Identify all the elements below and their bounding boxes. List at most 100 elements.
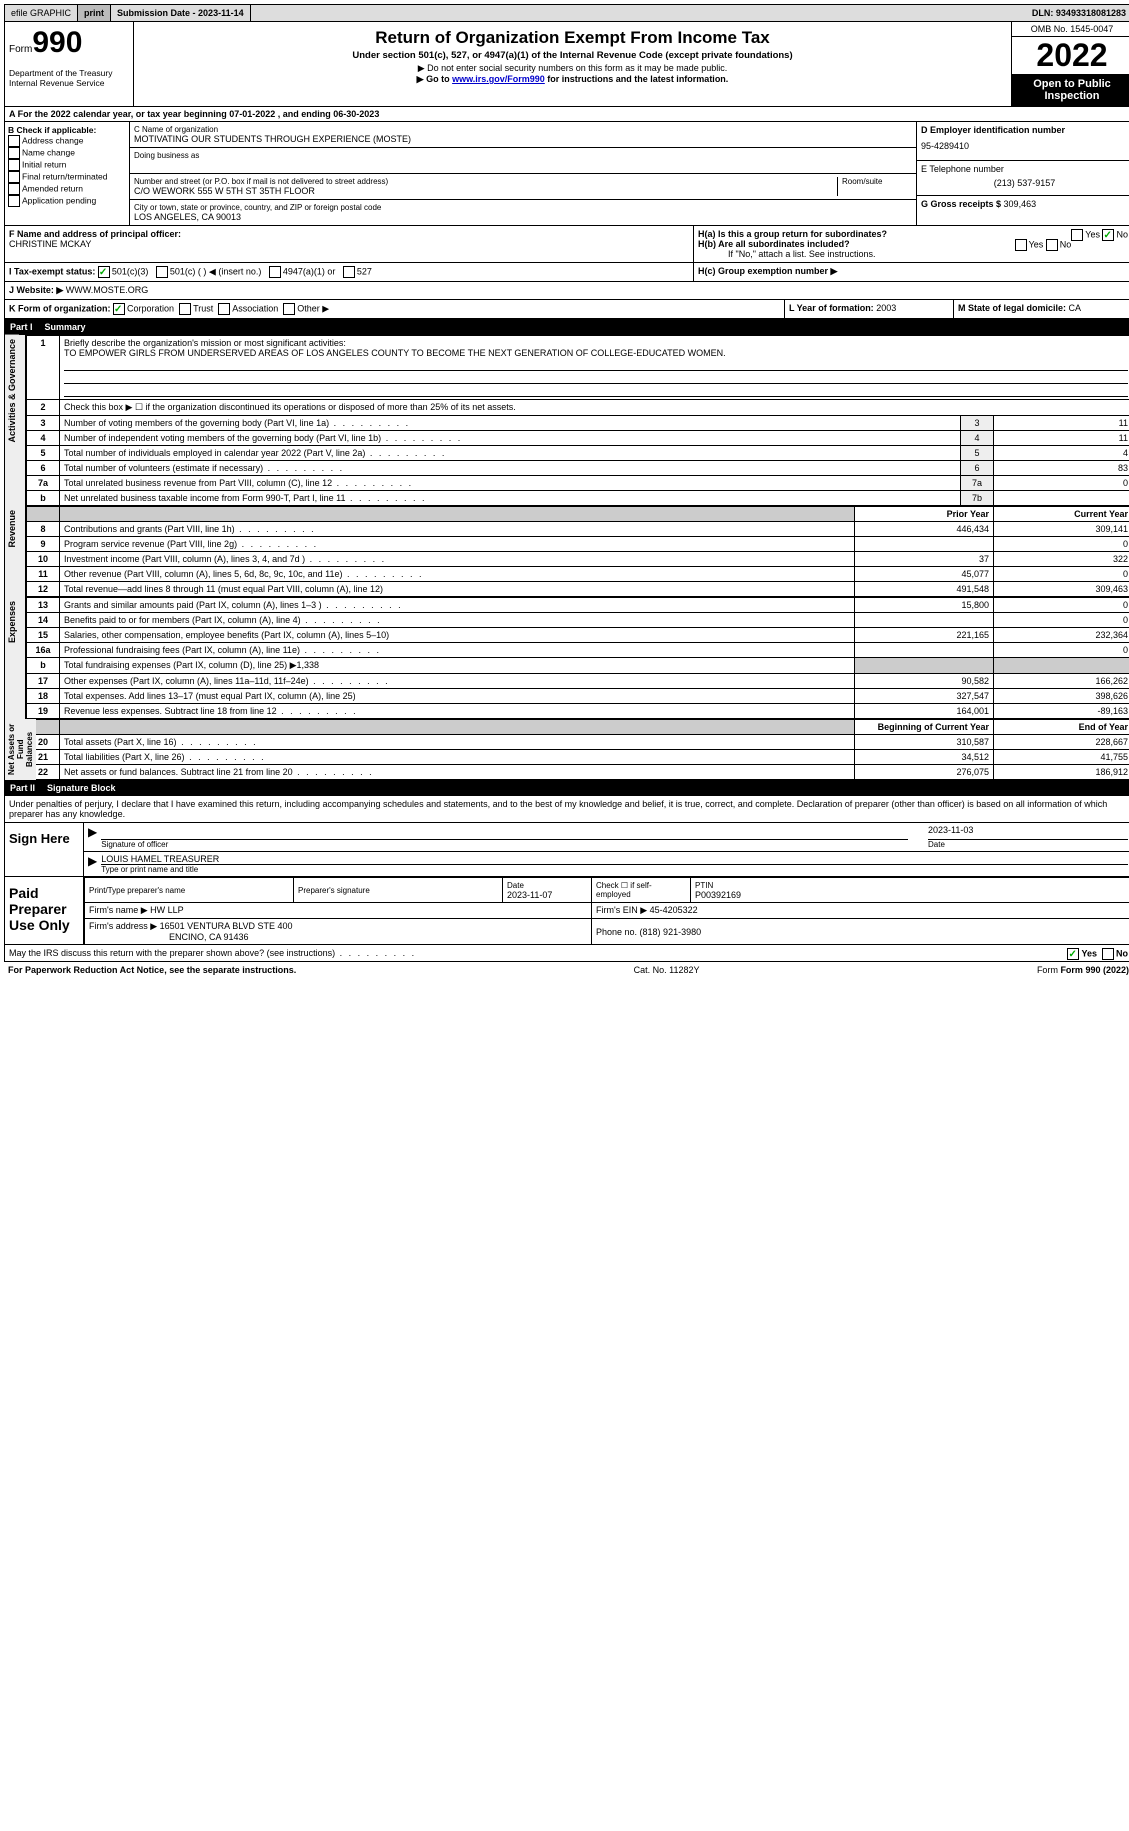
part2-header: Part IISignature Block xyxy=(4,780,1129,796)
arrow-icon: ▶ xyxy=(88,825,97,849)
form-title: Return of Organization Exempt From Incom… xyxy=(138,28,1007,48)
sign-here-label: Sign Here xyxy=(5,823,84,876)
chk-initial[interactable]: Initial return xyxy=(8,159,126,171)
table-row: bNet unrelated business taxable income f… xyxy=(27,491,1129,506)
gross-value: 309,463 xyxy=(1004,199,1037,209)
line2-checkbox: Check this box ▶ ☐ if the organization d… xyxy=(60,400,1129,416)
summary-netassets: Net Assets or Fund Balances Beginning of… xyxy=(4,719,1129,780)
org-name-label: C Name of organization xyxy=(134,125,912,134)
tax-exempt-row: I Tax-exempt status: 501(c)(3) 501(c) ( … xyxy=(5,263,694,281)
dept-label: Department of the Treasury xyxy=(9,68,129,78)
col-c-org: C Name of organization MOTIVATING OUR ST… xyxy=(130,122,916,225)
prep-sig-label: Preparer's signature xyxy=(298,886,370,895)
vlabel-netassets: Net Assets or Fund Balances xyxy=(5,719,36,780)
chk-name[interactable]: Name change xyxy=(8,147,126,159)
preparer-table: Print/Type preparer's name Preparer's si… xyxy=(84,877,1129,944)
date-label: Date xyxy=(928,839,1128,849)
gross-label: G Gross receipts $ xyxy=(921,199,1004,209)
officer-name: CHRISTINE MCKAY xyxy=(9,239,91,249)
year-box: OMB No. 1545-0047 2022 Open to Public In… xyxy=(1011,22,1129,106)
form-header: Form990 Department of the Treasury Inter… xyxy=(4,22,1129,107)
chk-pending[interactable]: Application pending xyxy=(8,195,126,207)
firm-city: ENCINO, CA 91436 xyxy=(89,932,249,942)
table-row: 8Contributions and grants (Part VIII, li… xyxy=(27,522,1129,537)
efile-label: efile GRAPHIC xyxy=(5,5,78,21)
note-link: ▶ Go to www.irs.gov/Form990 for instruct… xyxy=(138,74,1007,85)
omb-number: OMB No. 1545-0047 xyxy=(1012,22,1129,37)
ein-value: 95-4289410 xyxy=(921,135,1128,157)
chk-amended[interactable]: Amended return xyxy=(8,183,126,195)
table-row: 20Total assets (Part X, line 16)310,5872… xyxy=(27,735,1129,750)
year-formation: L Year of formation: 2003 xyxy=(785,300,954,318)
form-of-org: K Form of organization: Corporation Trus… xyxy=(5,300,785,318)
table-row: 17Other expenses (Part IX, column (A), l… xyxy=(27,674,1129,689)
officer-box: F Name and address of principal officer:… xyxy=(5,226,694,262)
room-label: Room/suite xyxy=(842,177,912,186)
self-emp-check[interactable]: Check ☐ if self-employed xyxy=(592,878,691,903)
col-d-ids: D Employer identification number 95-4289… xyxy=(916,122,1129,225)
vlabel-activities: Activities & Governance xyxy=(5,335,19,447)
table-row: 11Other revenue (Part VIII, column (A), … xyxy=(27,567,1129,582)
table-row: 3Number of voting members of the governi… xyxy=(27,416,1129,431)
hc-box: H(c) Group exemption number ▶ xyxy=(694,263,1129,281)
table-row: 19Revenue less expenses. Subtract line 1… xyxy=(27,704,1129,719)
penalties-text: Under penalties of perjury, I declare th… xyxy=(4,796,1129,823)
table-row: 4Number of independent voting members of… xyxy=(27,431,1129,446)
part1-header: Part ISummary xyxy=(4,319,1129,335)
activities-table: 1 Briefly describe the organization's mi… xyxy=(26,335,1129,506)
org-city: LOS ANGELES, CA 90013 xyxy=(134,212,912,222)
addr-label: Number and street (or P.O. box if mail i… xyxy=(134,177,833,186)
irs-link[interactable]: www.irs.gov/Form990 xyxy=(452,74,545,84)
arrow-icon: ▶ xyxy=(88,854,97,874)
note-ssn: ▶ Do not enter social security numbers o… xyxy=(138,63,1007,74)
table-row: 12Total revenue—add lines 8 through 11 (… xyxy=(27,582,1129,597)
ptin-value: P00392169 xyxy=(695,890,741,900)
firm-phone: (818) 921-3980 xyxy=(640,927,702,937)
irs-label: Internal Revenue Service xyxy=(9,78,129,88)
table-row: 7aTotal unrelated business revenue from … xyxy=(27,476,1129,491)
row-j: J Website: ▶ WWW.MOSTE.ORG xyxy=(4,282,1129,300)
form-number-box: Form990 Department of the Treasury Inter… xyxy=(5,22,134,106)
expenses-table: 13Grants and similar amounts paid (Part … xyxy=(26,597,1129,719)
paid-preparer-block: Paid Preparer Use Only Print/Type prepar… xyxy=(4,877,1129,945)
row-klm: K Form of organization: Corporation Trus… xyxy=(4,300,1129,319)
row-i-hc: I Tax-exempt status: 501(c)(3) 501(c) ( … xyxy=(4,263,1129,282)
print-button[interactable]: print xyxy=(78,5,111,21)
form-ref: Form Form 990 (2022) xyxy=(1037,965,1129,975)
summary-revenue: Revenue Prior YearCurrent Year 8Contribu… xyxy=(4,506,1129,597)
tel-label: E Telephone number xyxy=(921,164,1128,174)
state-domicile: M State of legal domicile: CA xyxy=(954,300,1129,318)
page-footer: For Paperwork Reduction Act Notice, see … xyxy=(4,962,1129,978)
revenue-table: Prior YearCurrent Year 8Contributions an… xyxy=(26,506,1129,597)
org-address: C/O WEWORK 555 W 5TH ST 35TH FLOOR xyxy=(134,186,833,196)
dln: DLN: 93493318081283 xyxy=(1026,5,1129,21)
col-b-checkboxes: B Check if applicable: Address change Na… xyxy=(5,122,130,225)
ha-label: H(a) Is this a group return for subordin… xyxy=(698,229,887,239)
chk-address[interactable]: Address change xyxy=(8,135,126,147)
tax-year: 2022 xyxy=(1012,37,1129,74)
table-row: 22Net assets or fund balances. Subtract … xyxy=(27,765,1129,780)
table-row: 21Total liabilities (Part X, line 26)34,… xyxy=(27,750,1129,765)
mission-text: TO EMPOWER GIRLS FROM UNDERSERVED AREAS … xyxy=(64,348,726,358)
row-a-period: A For the 2022 calendar year, or tax yea… xyxy=(4,107,1129,122)
summary-activities: Activities & Governance 1 Briefly descri… xyxy=(4,335,1129,506)
group-return-box: H(a) Is this a group return for subordin… xyxy=(694,226,1129,262)
prep-name-label: Print/Type preparer's name xyxy=(89,886,185,895)
city-label: City or town, state or province, country… xyxy=(134,203,912,212)
sign-here-block: Sign Here ▶ Signature of officer 2023-11… xyxy=(4,823,1129,877)
firm-ein: 45-4205322 xyxy=(650,905,698,915)
row-f-h: F Name and address of principal officer:… xyxy=(4,226,1129,263)
dba-label: Doing business as xyxy=(134,151,912,160)
table-row: 9Program service revenue (Part VIII, lin… xyxy=(27,537,1129,552)
sig-date: 2023-11-03 xyxy=(928,825,1128,839)
vlabel-revenue: Revenue xyxy=(5,506,19,552)
paid-prep-label: Paid Preparer Use Only xyxy=(5,877,84,944)
firm-name: HW LLP xyxy=(150,905,184,915)
pra-notice: For Paperwork Reduction Act Notice, see … xyxy=(8,965,296,975)
hdr-curr: Current Year xyxy=(994,507,1129,522)
subtitle: Under section 501(c), 527, or 4947(a)(1)… xyxy=(138,50,1007,61)
sig-officer-label: Signature of officer xyxy=(101,839,908,849)
top-bar: efile GRAPHIC print Submission Date - 20… xyxy=(4,4,1129,22)
netassets-table: Beginning of Current YearEnd of Year 20T… xyxy=(26,719,1129,780)
chk-final[interactable]: Final return/terminated xyxy=(8,171,126,183)
